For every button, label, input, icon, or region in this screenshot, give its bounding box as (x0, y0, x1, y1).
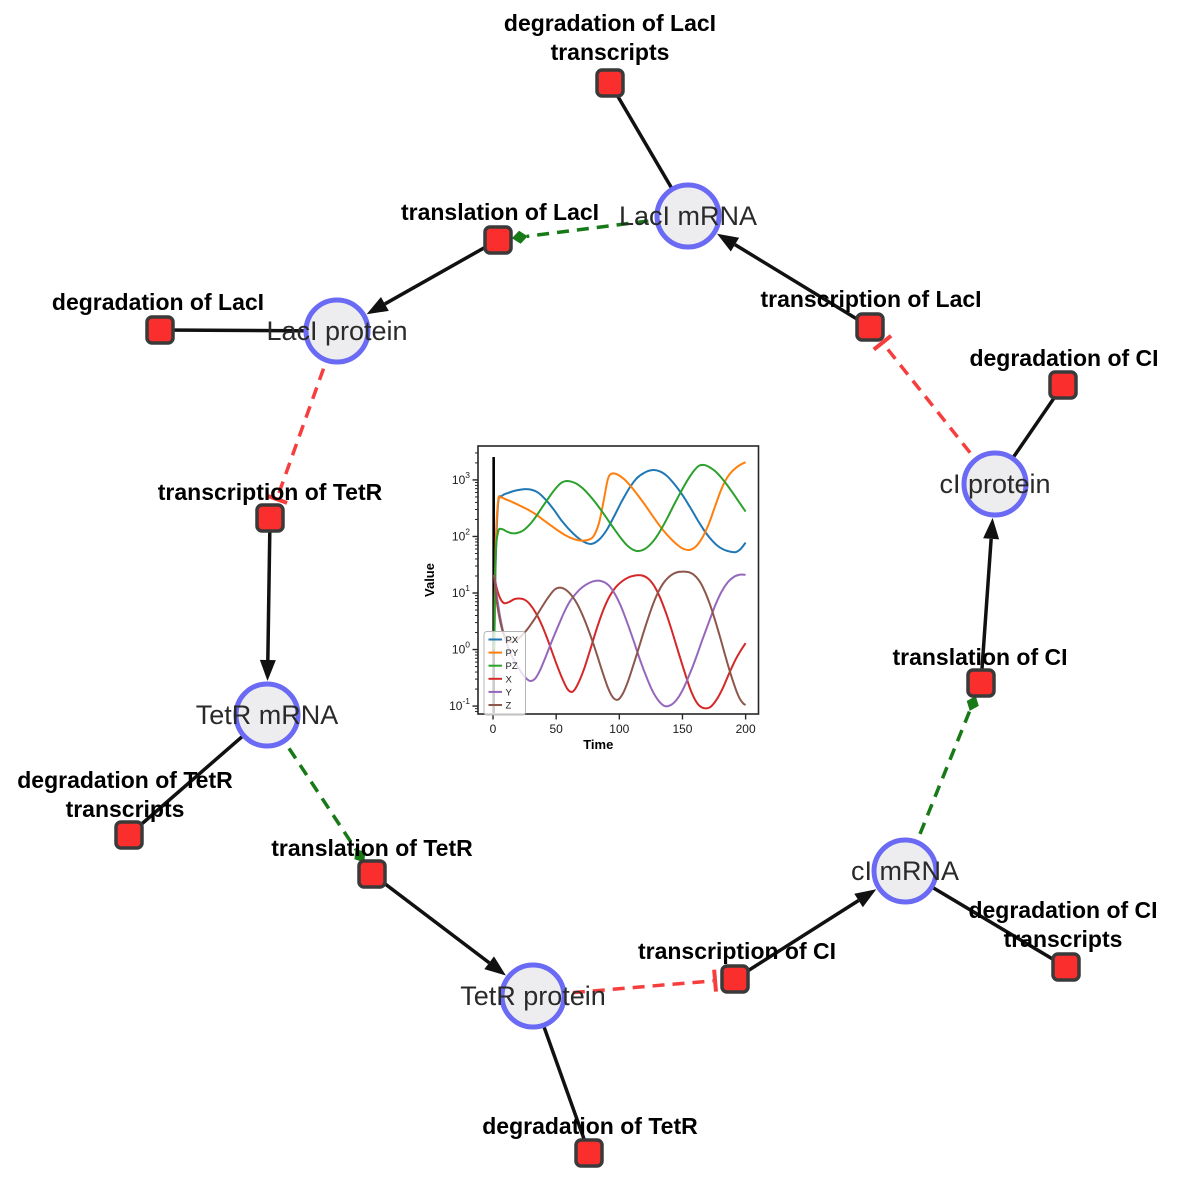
edge-inhibition-tetr-protein-to-txn-ci-tee-icon (712, 969, 718, 992)
chart-x-tick-label: 150 (672, 722, 692, 736)
edge-inhibition-laci-protein-to-txn-tetr-tee-icon (265, 493, 288, 505)
reaction-label-deg-ci-tx-line1: degradation of CI (968, 897, 1157, 923)
edge-production-transl-ci-to-ci-protein-arrowhead-icon (983, 517, 1000, 540)
chart-y-tick-label: 101 (452, 583, 470, 600)
chart-series-pz (493, 463, 747, 650)
reaction-label-deg-tetr-tx-line2: transcripts (66, 796, 185, 822)
chart-legend: PX PY PZ XYZ (483, 631, 526, 716)
legend-entry-y: Y (506, 687, 513, 698)
reaction-node-deg-laci (145, 315, 175, 345)
edge-production-transl-ci-to-ci-protein (979, 538, 993, 684)
reaction-label-deg-ci: degradation of CI (969, 345, 1158, 371)
edge-production-transl-laci-to-laci-protein (384, 238, 499, 306)
species-node-laci-protein (303, 297, 371, 365)
reaction-node-deg-ci-tx (1051, 952, 1081, 982)
edge-production-txn-laci-to-laci-mrna (734, 243, 871, 329)
legend-entry-px: PX (506, 635, 519, 646)
reaction-label-deg-laci-tx-line1: degradation of LacI (504, 10, 716, 36)
reaction-node-txn-ci (720, 964, 750, 994)
chart-x-tick-label: 200 (736, 722, 756, 736)
reaction-label-deg-ci-tx-line2: transcripts (1004, 926, 1123, 952)
species-label-ci-protein: cI protein (939, 469, 1050, 499)
reaction-label-deg-laci-tx-line2: transcripts (551, 39, 670, 65)
legend-entry-pz: PZ (506, 661, 518, 672)
edge-production-txn-tetr-to-tetr-mrna-arrowhead-icon (259, 659, 276, 682)
reaction-node-txn-laci (855, 312, 885, 342)
species-label-tetr-protein: TetR protein (460, 981, 606, 1011)
species-node-laci-mrna (654, 182, 722, 250)
reaction-node-transl-ci (966, 668, 996, 698)
species-label-tetr-mrna: TetR mRNA (196, 700, 339, 730)
labels-layer: LacI mRNA LacI protein TetR mRNA TetR prote… (17, 10, 1158, 1139)
reaction-label-txn-ci: transcription of CI (638, 938, 836, 964)
chart-y-axis-label: Value (422, 563, 437, 597)
chart-y-tick-label: 103 (452, 470, 470, 487)
chart-y-tick-label: 102 (452, 526, 470, 543)
species-node-tetr-mrna (233, 681, 301, 749)
edge-modifier-tetr-mrna-to-transl-tetr-diamond-icon (354, 848, 366, 863)
inset-chart: 0 50 100 150 20010310210110010-1TimeValuePXP… (422, 445, 760, 752)
chart-x-tick-label: 100 (609, 722, 629, 736)
reaction-label-deg-tetr: degradation of TetR (482, 1113, 698, 1139)
chart-x-tick-label: 50 (549, 722, 563, 736)
legend-entry-py: PY (506, 648, 519, 659)
reaction-node-deg-tetr (574, 1138, 604, 1168)
species-label-laci-protein: LacI protein (266, 316, 407, 346)
species-node-ci-mrna (871, 837, 939, 905)
nodes-layer (114, 68, 1081, 1168)
edge-production-txn-laci-to-laci-mrna-arrowhead-icon (717, 233, 740, 252)
reaction-label-txn-tetr: transcription of TetR (158, 479, 383, 505)
chart-series-x (493, 574, 747, 710)
chart-x-tick-label: 0 (490, 722, 497, 736)
edge-production-txn-tetr-to-tetr-mrna (266, 517, 272, 661)
legend-entry-x: X (506, 674, 513, 685)
reaction-node-deg-ci (1048, 370, 1078, 400)
legend-entry-z: Z (506, 701, 512, 712)
chart-frame (477, 445, 760, 715)
species-label-laci-mrna: LacI mRNA (619, 201, 757, 231)
edge-modifier-laci-mrna-to-transl-laci-diamond-icon (511, 230, 528, 244)
chart-series-py (493, 461, 747, 650)
reaction-node-transl-tetr (357, 859, 387, 889)
edge-inhibition-ci-protein-to-txn-laci-tee-icon (872, 334, 893, 352)
chart-y-tick-label: 100 (452, 640, 470, 657)
reaction-label-deg-tetr-tx-line1: degradation of TetR (17, 767, 233, 793)
reaction-node-deg-laci-tx (595, 68, 625, 98)
species-node-tetr-protein (499, 962, 567, 1030)
edge-production-transl-tetr-to-tetr-protein (370, 872, 491, 965)
chart-x-axis-label: Time (583, 737, 613, 752)
edge-modifier-ci-mrna-to-transl-ci-diamond-icon (966, 695, 979, 711)
chart-series-y (493, 573, 746, 708)
edge-production-txn-ci-to-ci-mrna (734, 899, 860, 981)
chart-series-z (493, 570, 747, 706)
reaction-node-txn-tetr (255, 503, 285, 533)
reaction-node-transl-laci (483, 225, 513, 255)
reaction-label-txn-laci: transcription of LacI (760, 286, 981, 312)
reaction-label-transl-tetr: translation of TetR (271, 835, 473, 861)
reaction-label-deg-laci: degradation of LacI (52, 289, 264, 315)
reaction-label-transl-laci: translation of LacI (401, 199, 599, 225)
species-node-ci-protein (961, 450, 1029, 518)
edge-production-transl-laci-to-laci-protein-arrowhead-icon (366, 296, 389, 315)
edge-production-transl-tetr-to-tetr-protein-arrowhead-icon (484, 956, 506, 976)
reaction-node-deg-tetr-tx (114, 820, 144, 850)
edge-production-txn-ci-to-ci-mrna-arrowhead-icon (854, 889, 877, 908)
chart-y-tick-label: 10-1 (449, 696, 470, 713)
species-label-ci-mrna: cI mRNA (851, 856, 959, 886)
reaction-label-transl-ci: translation of CI (892, 644, 1067, 670)
